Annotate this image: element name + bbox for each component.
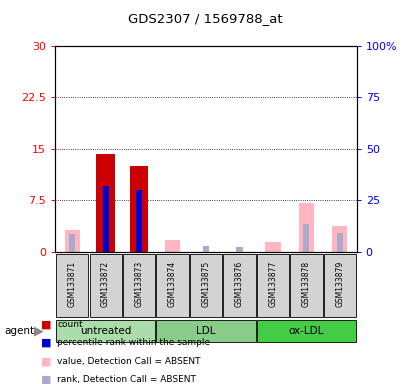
Text: ■: ■ [41, 319, 52, 329]
Bar [298, 203, 313, 252]
Text: untreated: untreated [80, 326, 131, 336]
Bar [336, 233, 342, 252]
Text: GSM133871: GSM133871 [67, 261, 76, 307]
Text: value, Detection Call = ABSENT: value, Detection Call = ABSENT [57, 357, 200, 366]
Bar [136, 190, 142, 252]
Text: agent: agent [4, 326, 34, 336]
Text: GSM133876: GSM133876 [234, 261, 243, 307]
Text: ■: ■ [41, 356, 52, 366]
Text: GSM133873: GSM133873 [134, 261, 143, 307]
FancyBboxPatch shape [256, 253, 288, 317]
FancyBboxPatch shape [156, 320, 255, 343]
Text: GDS2307 / 1569788_at: GDS2307 / 1569788_at [127, 12, 282, 25]
FancyBboxPatch shape [56, 253, 88, 317]
Text: GSM133875: GSM133875 [201, 261, 210, 307]
FancyBboxPatch shape [189, 253, 222, 317]
FancyBboxPatch shape [56, 320, 155, 343]
Bar [236, 247, 242, 252]
FancyBboxPatch shape [323, 253, 355, 317]
Text: LDL: LDL [196, 326, 215, 336]
Bar [303, 224, 309, 252]
Text: GSM133879: GSM133879 [335, 261, 344, 307]
Text: GSM133878: GSM133878 [301, 261, 310, 307]
Text: count: count [57, 320, 83, 329]
Bar [64, 230, 79, 252]
Bar [265, 242, 280, 252]
Bar [130, 166, 148, 252]
Bar [332, 226, 347, 252]
Text: GSM133874: GSM133874 [168, 261, 177, 307]
FancyBboxPatch shape [89, 253, 121, 317]
FancyBboxPatch shape [256, 320, 355, 343]
Bar [202, 247, 209, 252]
Text: percentile rank within the sample: percentile rank within the sample [57, 338, 210, 348]
Text: GSM133872: GSM133872 [101, 261, 110, 307]
Text: GSM133877: GSM133877 [268, 261, 277, 307]
Bar [164, 240, 180, 252]
FancyBboxPatch shape [223, 253, 255, 317]
Text: rank, Detection Call = ABSENT: rank, Detection Call = ABSENT [57, 375, 196, 384]
FancyBboxPatch shape [156, 253, 188, 317]
Bar [96, 154, 115, 252]
Text: ■: ■ [41, 375, 52, 384]
Text: ▶: ▶ [34, 325, 43, 338]
Text: ox-LDL: ox-LDL [288, 326, 324, 336]
Bar [69, 234, 75, 252]
Bar [102, 187, 108, 252]
FancyBboxPatch shape [123, 253, 155, 317]
FancyBboxPatch shape [290, 253, 322, 317]
Text: ■: ■ [41, 338, 52, 348]
